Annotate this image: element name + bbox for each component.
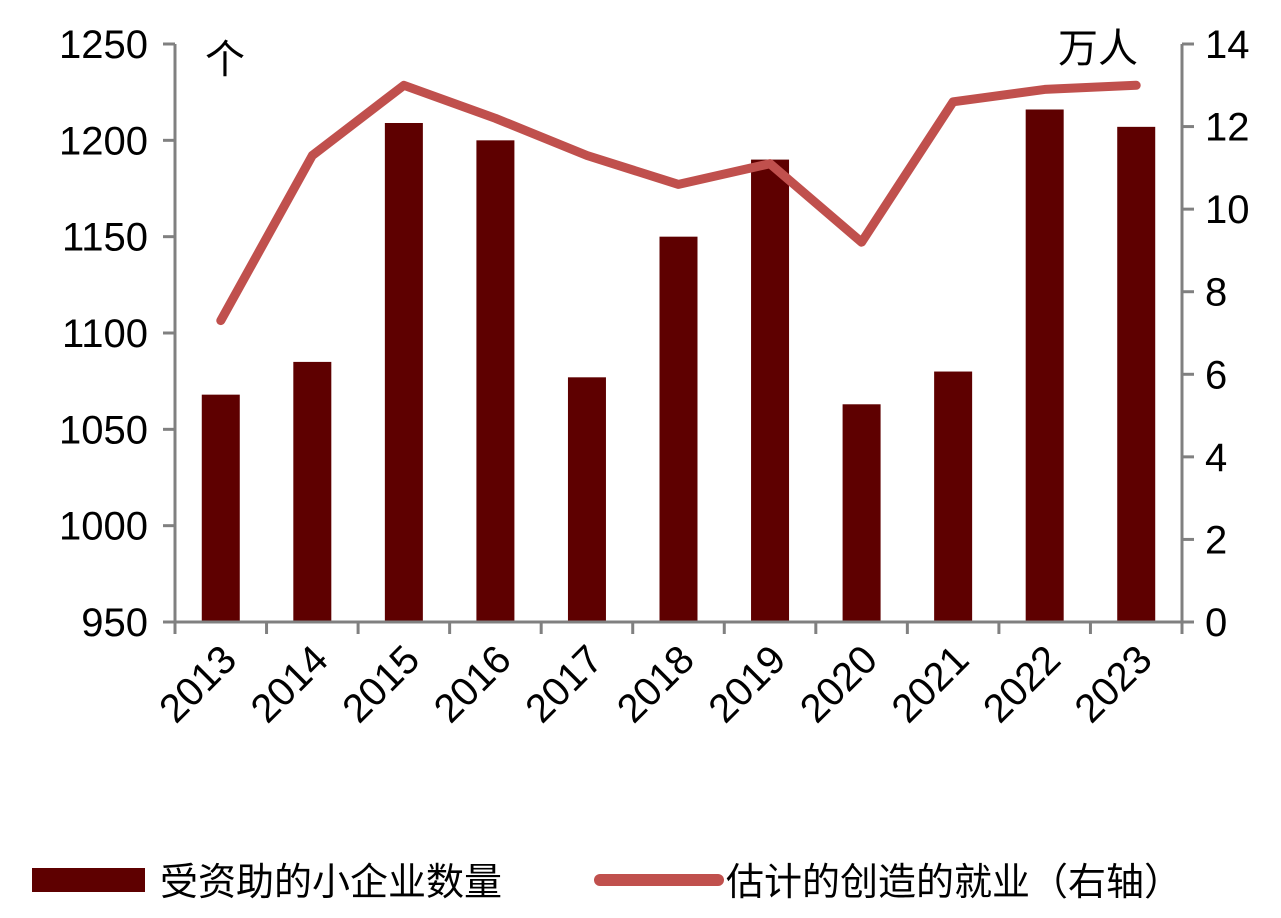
legend: 受资助的小企业数量 估计的创造的就业（右轴） <box>32 860 1182 904</box>
legend-bar-label: 受资助的小企业数量 <box>160 860 502 904</box>
line-point-2022 <box>1043 88 1046 91</box>
x-tick-label: 2019 <box>700 637 794 731</box>
line-point-2017 <box>585 154 588 157</box>
line-point-2015 <box>402 84 405 87</box>
legend-line-label: 估计的创造的就业（右轴） <box>726 860 1182 904</box>
right-tick-label: 6 <box>1205 353 1227 397</box>
right-tick-label: 14 <box>1205 23 1250 67</box>
line-point-2023 <box>1135 84 1138 87</box>
bar-2015 <box>384 122 423 622</box>
right-tick-label: 0 <box>1205 601 1227 645</box>
x-tick-label: 2016 <box>426 637 520 731</box>
left-tick-label: 1200 <box>59 119 148 163</box>
line-point-2020 <box>860 241 863 244</box>
bar-2013 <box>201 394 240 622</box>
x-tick-label: 2022 <box>975 637 1069 731</box>
left-tick-label: 1050 <box>59 408 148 452</box>
x-tick-label: 2015 <box>334 637 428 731</box>
right-axis-unit: 万人 <box>1058 26 1138 72</box>
line-point-2014 <box>311 154 314 157</box>
bar-series <box>201 109 1156 623</box>
left-tick-label: 1000 <box>59 505 148 549</box>
bar-2023 <box>1117 126 1156 622</box>
bar-2017 <box>567 377 606 622</box>
right-tick-label: 12 <box>1205 106 1250 150</box>
legend-bar-swatch <box>32 868 145 892</box>
bar-2014 <box>293 361 332 622</box>
line-point-2021 <box>952 100 955 103</box>
x-tick-label: 2020 <box>792 637 886 731</box>
right-tick-label: 2 <box>1205 518 1227 562</box>
bar-2019 <box>751 159 790 622</box>
x-tick-label: 2014 <box>243 637 337 731</box>
x-axis-labels: 2013201420152016201720182019202020212022… <box>151 637 1160 731</box>
left-axis-unit: 个 <box>205 37 245 83</box>
x-tick-label: 2023 <box>1067 637 1161 731</box>
line-series <box>216 80 1141 326</box>
line-point-2016 <box>494 117 497 120</box>
right-tick-label: 10 <box>1205 188 1250 232</box>
left-axis-ticks: 950 1000 1050 1100 1150 1200 1250 <box>59 23 175 645</box>
left-tick-label: 1150 <box>62 216 148 260</box>
line-point-2013 <box>219 319 222 322</box>
left-tick-label: 950 <box>81 601 148 645</box>
left-tick-label: 1250 <box>59 23 148 67</box>
bar-2020 <box>842 404 881 622</box>
bar-2016 <box>476 140 515 623</box>
bar-2018 <box>659 236 698 622</box>
x-tick-label: 2018 <box>609 637 703 731</box>
right-axis-ticks: 0 2 4 6 8 10 12 14 <box>1182 23 1250 645</box>
line-point-2018 <box>677 183 680 186</box>
right-tick-label: 8 <box>1205 271 1227 315</box>
line-point-2019 <box>769 162 772 165</box>
bar-2021 <box>934 371 973 622</box>
left-tick-label: 1100 <box>62 312 148 356</box>
right-tick-label: 4 <box>1205 436 1227 480</box>
bar-2022 <box>1025 109 1064 623</box>
x-tick-label: 2017 <box>517 637 611 731</box>
x-tick-label: 2013 <box>151 637 245 731</box>
x-tick-label: 2021 <box>883 637 977 731</box>
